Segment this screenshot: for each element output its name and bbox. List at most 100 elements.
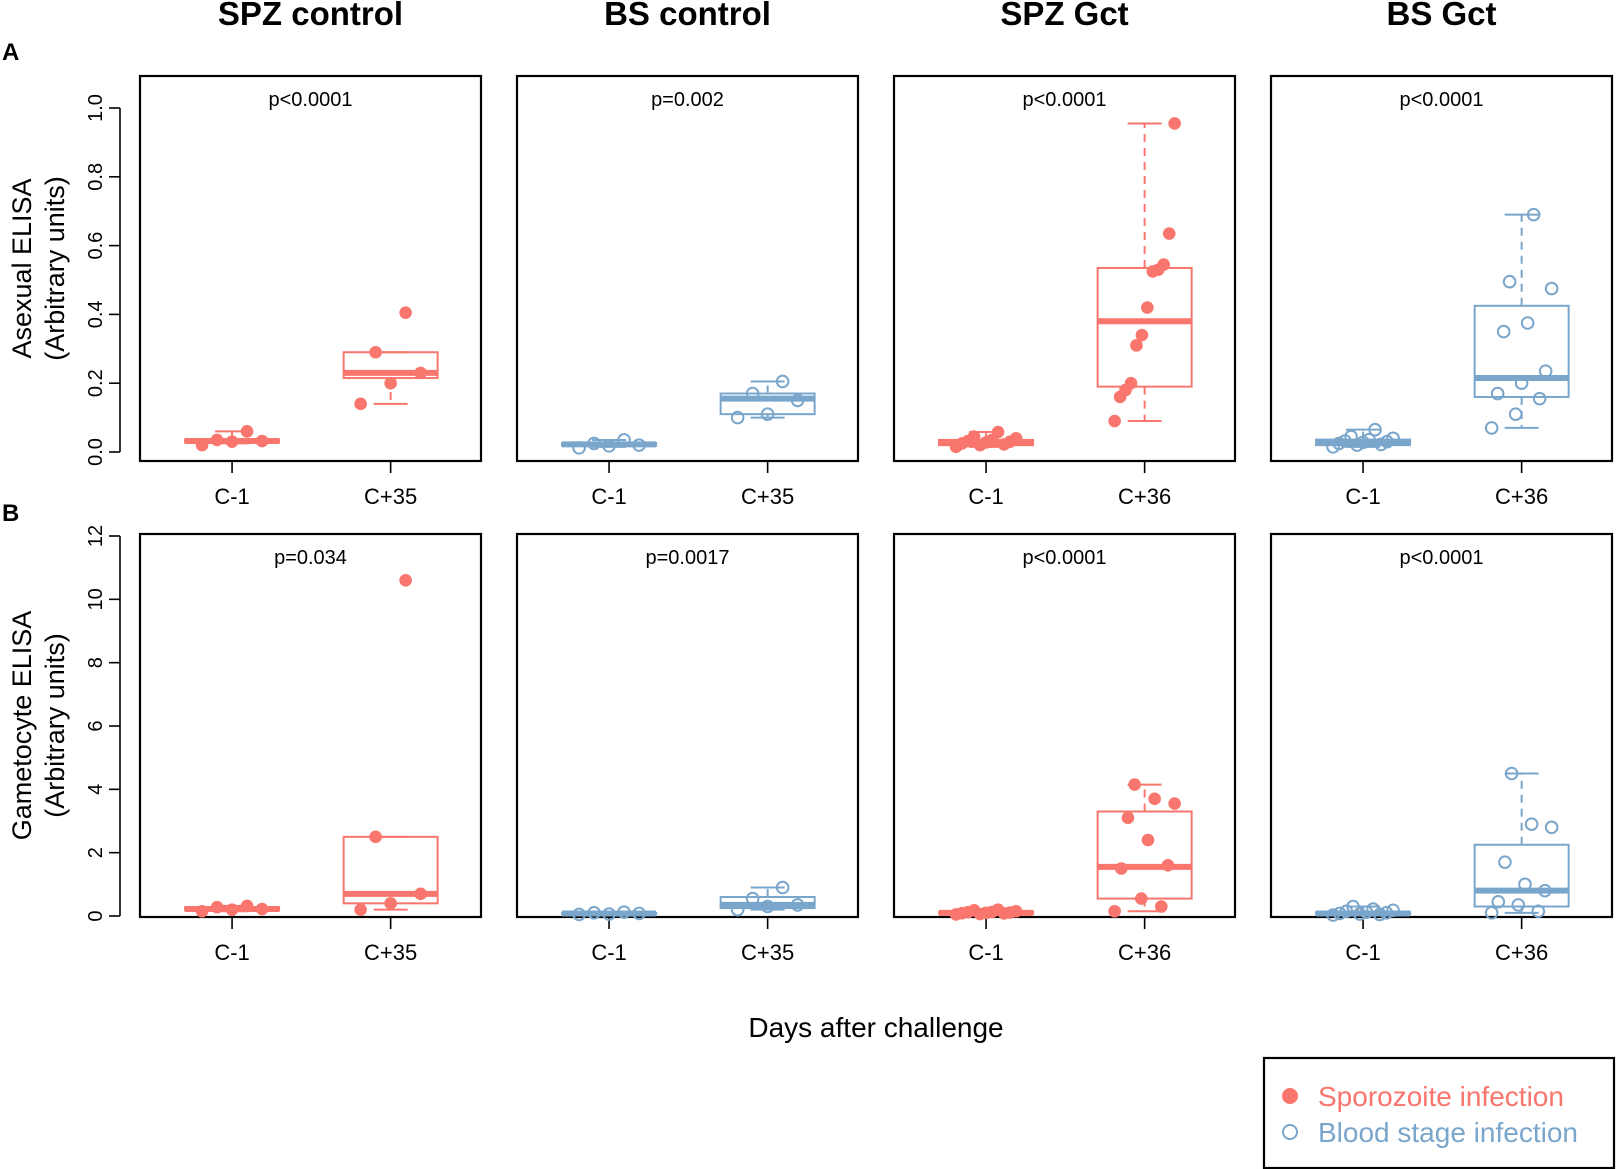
- data-point-0-0-1-3: [369, 345, 382, 359]
- data-point-0-3-1-9: [1502, 274, 1517, 289]
- panel-frame-1-0: [138, 532, 483, 919]
- data-point-0-0-1-2: [414, 366, 427, 380]
- panel-frame-1-2: [892, 532, 1237, 919]
- x-tick-label-0-1-1: C+35: [741, 484, 794, 509]
- data-point-1-3-0-5: [1359, 905, 1374, 920]
- p-value-1-2: p<0.0001: [1023, 547, 1107, 569]
- data-point-0-3-1-3: [1490, 386, 1505, 401]
- y-tick-label-0-5: 1.0: [85, 94, 107, 122]
- p-value-1-3: p<0.0001: [1400, 547, 1484, 569]
- y-tick-label-1-5: 10: [85, 588, 107, 610]
- data-point-1-2-1-9: [1128, 778, 1141, 791]
- data-point-1-1-1-3: [745, 891, 760, 906]
- data-point-0-3-0-8: [1386, 431, 1400, 446]
- y-tick-label-1-0: 0: [85, 910, 107, 921]
- data-point-1-0-0-1: [225, 903, 239, 916]
- data-point-1-3-1-2: [1511, 898, 1526, 912]
- data-point-0-0-0-4: [240, 425, 254, 438]
- data-point-0-3-1-8: [1544, 281, 1559, 296]
- data-point-1-3-0-2: [1352, 907, 1367, 921]
- data-point-1-3-1-8: [1524, 817, 1539, 831]
- data-point-1-1-0-2: [632, 906, 646, 921]
- data-point-0-3-1-10: [1526, 207, 1541, 222]
- x-tick-label-0-0-1: C+35: [364, 484, 417, 509]
- data-point-0-2-0-9: [967, 430, 981, 443]
- data-point-0-1-0-1: [602, 439, 616, 453]
- p-value-0-1: p=0.002: [651, 89, 724, 111]
- x-tick-label-1-2-0: C-1: [968, 940, 1003, 965]
- data-point-0-0-0-2: [255, 434, 269, 448]
- data-point-0-0-0-1: [225, 435, 239, 448]
- x-tick-label-0-2-1: C+36: [1118, 484, 1171, 509]
- data-point-1-1-0-4: [617, 905, 631, 920]
- y-tick-label-0-1: 0.2: [85, 369, 107, 397]
- data-point-1-3-1-9: [1504, 766, 1519, 781]
- data-point-0-1-1-4: [775, 374, 790, 389]
- box-1-2-1: [1096, 810, 1193, 900]
- data-point-0-2-1-11: [1168, 117, 1181, 130]
- data-point-1-3-1-7: [1544, 820, 1559, 835]
- data-point-1-0-0-2: [255, 902, 269, 916]
- data-point-1-2-1-0: [1108, 904, 1121, 918]
- data-point-0-0-1-1: [384, 376, 397, 390]
- data-point-1-1-1-2: [790, 898, 805, 912]
- x-axis-title: Days after challenge: [748, 1012, 1003, 1043]
- data-point-1-0-1-4: [399, 574, 412, 587]
- y-tick-label-0-3: 0.6: [85, 232, 107, 260]
- panel-frame-0-1: [515, 74, 860, 463]
- data-point-0-1-0-3: [587, 436, 601, 451]
- y-tick-label-0-2: 0.4: [85, 300, 107, 328]
- data-point-0-2-0-8: [1009, 431, 1023, 445]
- data-point-0-1-0-2: [632, 438, 646, 452]
- data-point-1-0-0-0: [195, 904, 209, 918]
- data-point-1-0-1-2: [414, 887, 427, 901]
- data-point-0-1-0-0: [572, 441, 586, 455]
- y-axis-label-0: Asexual ELISA: [7, 178, 37, 358]
- panel-frame-0-3: [1269, 74, 1614, 463]
- x-tick-label-0-3-0: C-1: [1345, 484, 1380, 509]
- data-point-0-3-1-1: [1508, 407, 1523, 421]
- data-point-1-3-1-0: [1484, 906, 1499, 920]
- data-point-0-2-1-5: [1135, 328, 1149, 342]
- panel-frame-0-2: [892, 74, 1237, 463]
- data-point-1-2-0-9: [967, 904, 981, 917]
- data-point-1-1-0-3: [587, 906, 601, 920]
- data-point-1-3-0-4: [1379, 906, 1394, 920]
- data-point-1-0-1-0: [354, 903, 367, 916]
- column-title-2: SPZ Gct: [1000, 0, 1128, 32]
- x-tick-label-0-0-0: C-1: [214, 484, 249, 509]
- x-tick-label-1-3-0: C-1: [1345, 940, 1380, 965]
- box-0-1-1: [719, 392, 816, 416]
- data-point-1-3-1-5: [1518, 877, 1532, 892]
- data-point-1-3-0-7: [1386, 903, 1400, 918]
- column-title-3: BS Gct: [1386, 0, 1496, 32]
- data-point-0-0-1-4: [399, 306, 412, 319]
- data-point-0-1-1-2: [790, 393, 805, 408]
- p-value-0-3: p<0.0001: [1400, 89, 1484, 111]
- data-point-0-2-1-6: [1141, 301, 1154, 314]
- data-point-1-3-0-0: [1326, 908, 1340, 922]
- p-value-1-1: p=0.0017: [646, 547, 730, 569]
- data-point-0-2-1-9: [1157, 258, 1171, 271]
- data-point-1-2-1-4: [1161, 859, 1175, 872]
- data-point-1-3-1-4: [1538, 883, 1552, 898]
- column-title-1: BS control: [604, 0, 771, 32]
- panel-frame-1-3: [1269, 532, 1614, 919]
- y-axis-sublabel-0: (Arbitrary units): [40, 176, 70, 361]
- data-point-1-0-0-4: [240, 899, 254, 913]
- data-point-0-1-1-0: [730, 410, 745, 425]
- data-point-1-2-1-3: [1115, 862, 1128, 875]
- data-point-1-3-0-9: [1346, 899, 1360, 914]
- x-tick-label-1-1-0: C-1: [591, 940, 626, 965]
- legend-marker-0: [1282, 1088, 1298, 1104]
- panel-frame-1-1: [515, 532, 860, 919]
- data-point-1-2-1-7: [1168, 797, 1181, 810]
- p-value-0-2: p<0.0001: [1023, 89, 1107, 111]
- data-point-1-2-0-8: [1009, 904, 1023, 918]
- column-title-0: SPZ control: [218, 0, 403, 32]
- data-point-1-3-1-1: [1531, 904, 1546, 919]
- x-tick-label-1-2-1: C+36: [1118, 940, 1171, 965]
- box-0-2-1: [1096, 266, 1193, 388]
- data-point-1-2-1-5: [1141, 833, 1155, 847]
- row-label-B: B: [2, 500, 19, 527]
